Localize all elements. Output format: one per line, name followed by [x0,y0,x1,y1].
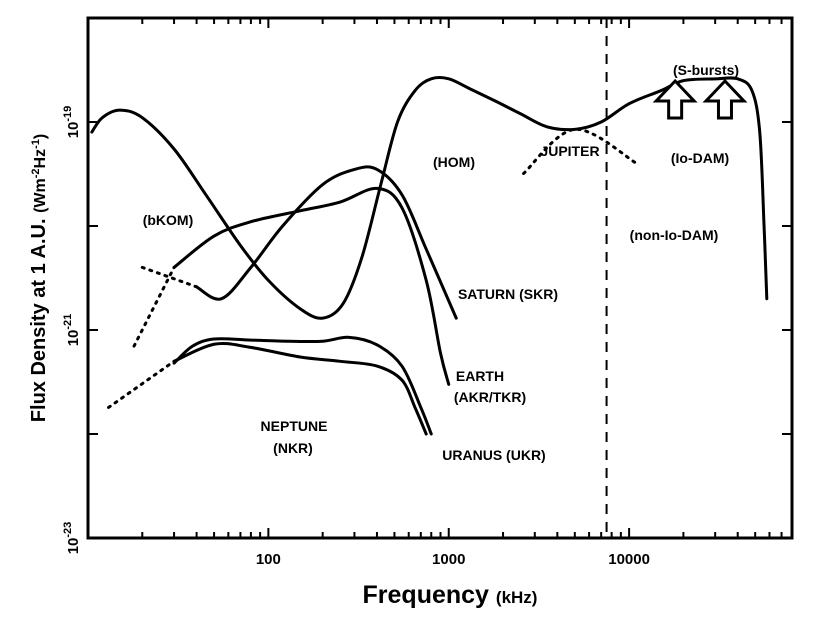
x-tick-label: 1000 [432,551,465,568]
annotation-bkom: (bKOM) [143,212,194,228]
s-burst-arrow [702,78,748,120]
y-tick-label: 10-21 [62,314,82,347]
annotation-neptune: NEPTUNE [261,418,328,434]
y-tick-label: 10-19 [62,106,82,139]
annotation-akr-tkr: (AKR/TKR) [454,389,526,405]
y-tick-label: 10-23 [62,522,82,555]
series-saturn-extrapolation [140,265,199,289]
annotation-jupiter: JUPITER [540,143,599,159]
y-tick-label-group: 10-21 [62,314,82,347]
series-layer [90,75,769,436]
x-tick-label: 10000 [608,551,650,568]
x-axis-title: Frequency (kHz) [363,581,538,609]
y-axis-unit: (Wm-2Hz-1) [30,134,49,213]
annotation-saturn-skr: SATURN (SKR) [458,286,558,302]
s-bursts-arrows [652,78,748,120]
series-uranus-extrapolation [107,359,176,409]
series-non-io-dam [522,127,639,175]
y-axis: 10-19 10-21 10-23 [62,17,792,555]
series-neptune [172,335,433,436]
x-tick-label: 100 [256,551,281,568]
series-earth-extrapolation [132,265,176,348]
y-tick-label-group: 10-23 [62,522,82,555]
annotation-uranus-ukr: URANUS (UKR) [442,447,545,463]
y-axis-title: Flux Density at 1 A.U. (Wm-2Hz-1) [28,134,50,422]
annotation-earth: EARTH [456,368,504,384]
y-axis-title-text: Flux Density at 1 A.U. [28,218,50,422]
annotation-nkr: (NKR) [273,440,313,456]
series-jupiter [90,75,769,320]
x-axis: 100 1000 10000 [87,18,793,568]
y-tick-label-group: 10-19 [62,106,82,139]
y-axis-title-group: Flux Density at 1 A.U. (Wm-2Hz-1) [28,134,50,422]
annotation-io-dam: (Io-DAM) [671,150,729,166]
s-burst-arrow [652,78,698,120]
x-axis-title-text: Frequency [363,581,490,609]
series-saturn [195,165,458,320]
annotations: (S-bursts) (Io-DAM) JUPITER (HOM) (non-Io-DA… [143,62,739,463]
annotation-non-io-dam: (non-Io-DAM) [630,227,719,243]
annotation-hom: (HOM) [433,154,475,170]
annotation-s-bursts: (S-bursts) [673,62,739,78]
x-axis-unit: (kHz) [496,588,538,607]
series-uranus [172,341,428,436]
series-earth [172,186,451,386]
